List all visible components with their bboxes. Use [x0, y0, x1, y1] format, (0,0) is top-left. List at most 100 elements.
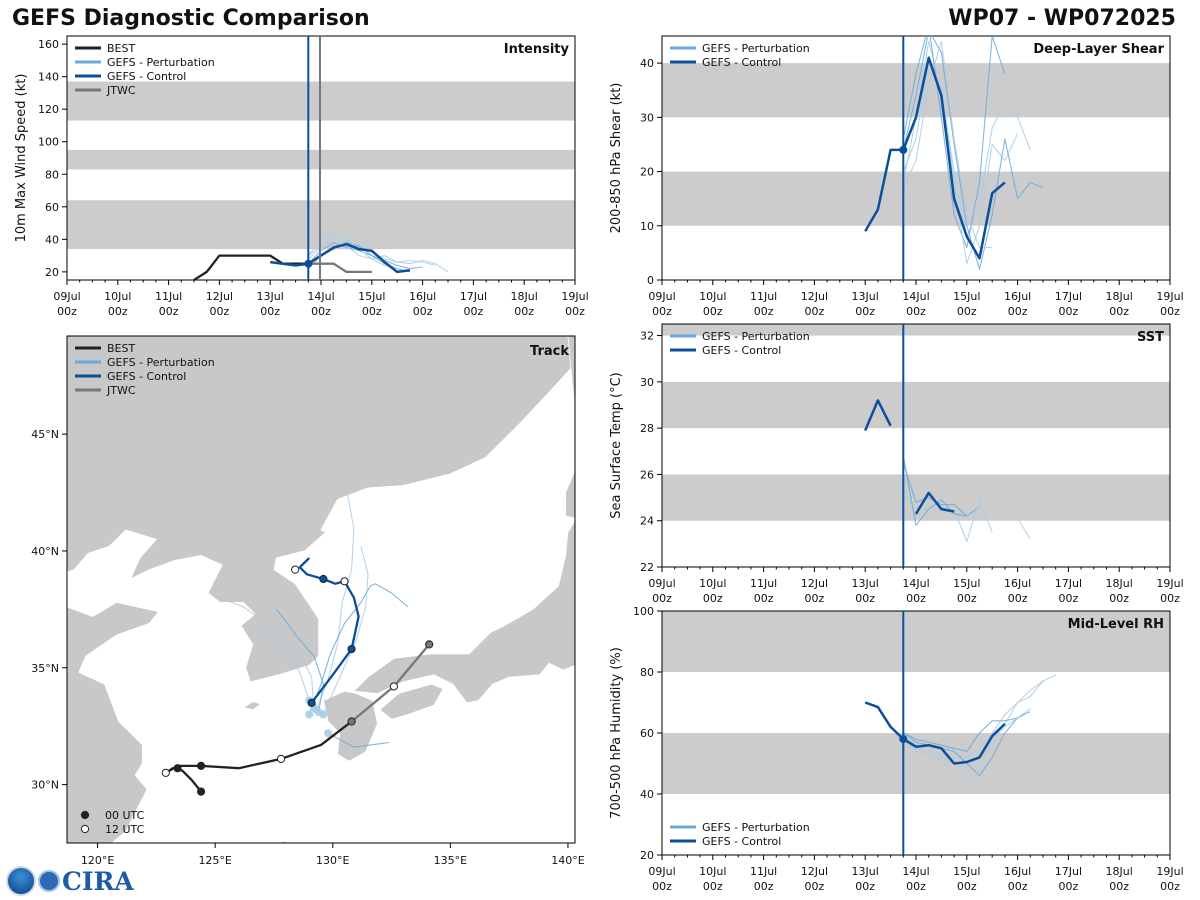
rh-ytick-label: 80: [640, 666, 654, 679]
shear-xtick-label: 10Jul: [699, 290, 726, 303]
rh-xtick-label: 00z: [855, 880, 875, 893]
sst-xtick-label: 00z: [855, 592, 875, 605]
track-marker: [340, 577, 349, 586]
sst-panel-label: SST: [1137, 330, 1164, 345]
rh-ytick-label: 20: [640, 849, 654, 862]
intensity-ytick-label: 80: [45, 168, 59, 181]
globe-icon: [38, 870, 60, 892]
kyushu-land: [322, 690, 378, 762]
rh-xtick-label: 19Jul: [1156, 865, 1183, 878]
sst-xtick-label: 09Jul: [648, 577, 675, 590]
rh-xtick-label: 18Jul: [1106, 865, 1133, 878]
intensity-xtick-label: 15Jul: [358, 290, 385, 303]
intensity-xtick-label: 12Jul: [206, 290, 233, 303]
intensity-xtick-label: 00z: [159, 305, 179, 318]
sst-ytick-label: 24: [640, 515, 654, 528]
china-coast-land: [67, 601, 160, 843]
shear-xtick-label: 00z: [652, 305, 672, 318]
shear-ytick-label: 30: [640, 111, 654, 124]
rh-xtick-label: 16Jul: [1004, 865, 1031, 878]
track-marker: [276, 754, 286, 763]
track-map-group: [67, 336, 575, 843]
intensity-init-point: [304, 259, 313, 268]
intensity-band: [67, 149, 575, 170]
track-marker: [425, 640, 434, 649]
sst-xtick-label: 15Jul: [953, 577, 980, 590]
track-marker: [347, 644, 356, 654]
sst-legend-label: GEFS - Control: [702, 344, 781, 357]
rh-ytick-label: 40: [640, 788, 654, 801]
shear-xtick-label: 12Jul: [801, 290, 828, 303]
intensity-series-line: [308, 262, 372, 274]
sst-xtick-label: 00z: [1059, 592, 1079, 605]
sst-series-line: [914, 491, 955, 515]
sst-series-line: [902, 455, 967, 526]
intensity-xtick-label: 17Jul: [460, 290, 487, 303]
sst-xtick-label: 00z: [652, 592, 672, 605]
intensity-band: [67, 200, 575, 250]
track-legend-label: JTWC: [106, 384, 136, 397]
rh-series-line: [902, 674, 1056, 758]
shear-series-line: [864, 56, 1006, 260]
track-xtick-label: 130°E: [316, 854, 349, 867]
noaa-logo-icon: [6, 866, 36, 896]
intensity-xtick-label: 14Jul: [307, 290, 334, 303]
shear-xtick-label: 09Jul: [648, 290, 675, 303]
track-marker: [196, 761, 206, 770]
track-line: [210, 592, 315, 708]
sst-xtick-label: 00z: [1008, 592, 1028, 605]
rh-xtick-label: 14Jul: [902, 865, 929, 878]
marker-legend-00: [80, 810, 90, 820]
intensity-ytick-label: 120: [38, 103, 59, 116]
track-line: [327, 732, 390, 748]
rh-init-point: [899, 735, 908, 744]
sst-xtick-label: 00z: [805, 592, 825, 605]
marker-legend-label: 12 UTC: [105, 823, 145, 836]
intensity-xtick-label: 13Jul: [257, 290, 284, 303]
rh-xtick-label: 15Jul: [953, 865, 980, 878]
shear-series-line: [902, 62, 1019, 265]
track-ytick-label: 45°N: [31, 428, 59, 441]
shear-xtick-label: 00z: [703, 305, 723, 318]
intensity-xtick-label: 00z: [464, 305, 484, 318]
rh-xtick-label: 00z: [805, 880, 825, 893]
rh-xtick-label: 00z: [754, 880, 774, 893]
track-legend-label: GEFS - Perturbation: [107, 356, 215, 369]
sst-xtick-label: 00z: [906, 592, 926, 605]
sst-ytick-label: 28: [640, 422, 654, 435]
shear-panel: 09Jul 00z 10Jul 00z 11Jul 00z 12Jul 00z 13Jul 00z…: [609, 35, 1184, 318]
sst-xtick-label: 00z: [1160, 592, 1180, 605]
rh-band: [662, 611, 1170, 672]
intensity-legend-label: GEFS - Perturbation: [107, 56, 215, 69]
track-start-point: [324, 729, 333, 738]
sst-band: [662, 381, 1170, 429]
rh-series-line: [864, 701, 1006, 765]
intensity-xtick-label: 16Jul: [409, 290, 436, 303]
shear-legend-label: GEFS - Perturbation: [702, 42, 810, 55]
shear-series-line: [902, 40, 993, 249]
sst-ylabel: Sea Surface Temp (°C): [609, 372, 624, 519]
sst-series-group: [864, 399, 1031, 543]
rh-xtick-label: 09Jul: [648, 865, 675, 878]
hokkaido-land: [565, 469, 575, 519]
track-marker: [347, 717, 356, 726]
sst-ytick-label: 22: [640, 561, 654, 574]
intensity-xtick-label: 00z: [108, 305, 128, 318]
track-xtick-label: 140°E: [551, 854, 584, 867]
shear-panel-label: Deep-Layer Shear: [1033, 42, 1164, 57]
shear-xtick-label: 00z: [1059, 305, 1079, 318]
sst-xtick-label: 00z: [957, 592, 977, 605]
sakhalin-land: [567, 336, 575, 411]
track-line: [308, 583, 409, 715]
track-panel-label: Track: [530, 344, 569, 359]
intensity-xtick-label: 00z: [57, 305, 77, 318]
rh-ytick-label: 60: [640, 727, 654, 740]
rh-xtick-label: 17Jul: [1055, 865, 1082, 878]
shikoku-land: [379, 683, 444, 720]
track-legend-label: BEST: [107, 342, 135, 355]
sst-frame: [661, 323, 1171, 568]
sst-ytick-label: 30: [640, 376, 654, 389]
intensity-xtick-label: 10Jul: [104, 290, 131, 303]
track-series-group: [161, 452, 434, 796]
